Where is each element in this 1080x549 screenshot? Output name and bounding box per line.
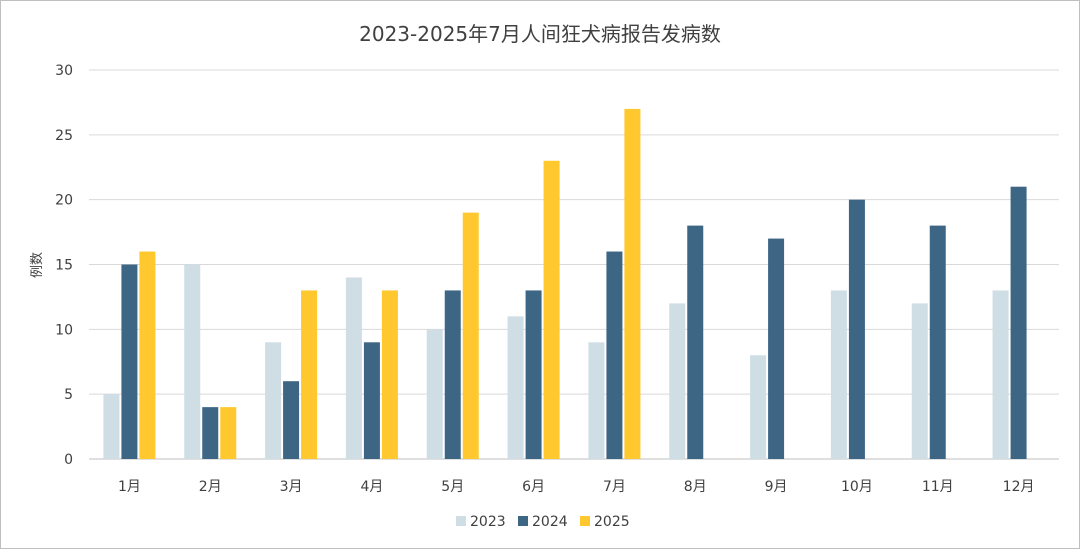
bar-2023-8 xyxy=(750,355,767,459)
bar-2023-11 xyxy=(992,290,1009,459)
bar-2024-8 xyxy=(768,238,785,459)
bar-2024-9 xyxy=(848,199,865,459)
bar-2025-3 xyxy=(381,290,398,459)
bar-2025-1 xyxy=(220,407,237,459)
y-tick-label: 0 xyxy=(64,452,73,468)
bar-2023-9 xyxy=(830,290,847,459)
legend-label-2024: 2024 xyxy=(532,514,568,530)
bar-2024-2 xyxy=(283,381,300,459)
legend-label-2023: 2023 xyxy=(470,514,506,530)
y-tick-labels: 0 5 10 15 20 25 30 xyxy=(55,63,73,468)
y-tick-label: 20 xyxy=(55,193,73,209)
bar-2024-3 xyxy=(363,342,380,459)
x-tick-label: 7月 xyxy=(603,479,626,495)
bar-2023-1 xyxy=(184,264,201,459)
y-axis-label: 例数 xyxy=(30,252,45,278)
chart-title: 2023-2025年7月人间狂犬病报告发病数 xyxy=(359,22,721,46)
x-tick-labels: 1月 2月 3月 4月 5月 6月 7月 8月 9月 10月 11月 12月 xyxy=(118,479,1035,495)
bar-2024-7 xyxy=(687,225,704,459)
bar-2024-1 xyxy=(202,407,219,459)
x-tick-label: 12月 xyxy=(1003,479,1035,495)
legend-swatch-2023 xyxy=(456,516,466,526)
bar-2024-6 xyxy=(606,251,623,459)
bars xyxy=(103,108,1027,460)
gridlines xyxy=(89,69,1059,460)
bar-2023-7 xyxy=(669,303,686,459)
bar-2023-0 xyxy=(103,394,120,459)
bar-2025-0 xyxy=(139,251,156,459)
bar-2023-3 xyxy=(345,277,362,459)
bar-2023-10 xyxy=(911,303,928,459)
bar-2025-5 xyxy=(543,160,560,459)
legend-label-2025: 2025 xyxy=(594,514,630,530)
bar-2024-4 xyxy=(444,290,461,459)
x-tick-label: 9月 xyxy=(765,479,788,495)
bar-2023-5 xyxy=(507,316,524,459)
legend-swatch-2024 xyxy=(518,516,528,526)
x-tick-label: 5月 xyxy=(441,479,464,495)
y-tick-label: 25 xyxy=(55,128,73,144)
bar-2025-6 xyxy=(624,108,641,460)
bar-2023-4 xyxy=(426,329,443,459)
bar-2024-5 xyxy=(525,290,542,459)
bar-2023-2 xyxy=(265,342,282,459)
x-tick-label: 8月 xyxy=(684,479,707,495)
x-tick-label: 10月 xyxy=(841,479,873,495)
bar-2025-2 xyxy=(301,290,318,459)
x-tick-label: 2月 xyxy=(199,479,222,495)
x-tick-label: 11月 xyxy=(922,479,954,495)
bar-2025-4 xyxy=(462,212,479,459)
bar-2024-10 xyxy=(929,225,946,459)
legend: 2023 2024 2025 xyxy=(456,514,630,530)
x-tick-label: 1月 xyxy=(118,479,141,495)
bar-2024-11 xyxy=(1010,186,1027,459)
x-tick-label: 4月 xyxy=(360,479,383,495)
x-tick-label: 6月 xyxy=(522,479,545,495)
bar-2024-0 xyxy=(121,264,138,459)
x-tick-label: 3月 xyxy=(280,479,303,495)
y-tick-label: 15 xyxy=(55,258,73,274)
y-tick-label: 30 xyxy=(55,63,73,79)
legend-swatch-2025 xyxy=(580,516,590,526)
bar-2023-6 xyxy=(588,342,605,459)
y-tick-label: 10 xyxy=(55,322,73,338)
y-tick-label: 5 xyxy=(64,387,73,403)
